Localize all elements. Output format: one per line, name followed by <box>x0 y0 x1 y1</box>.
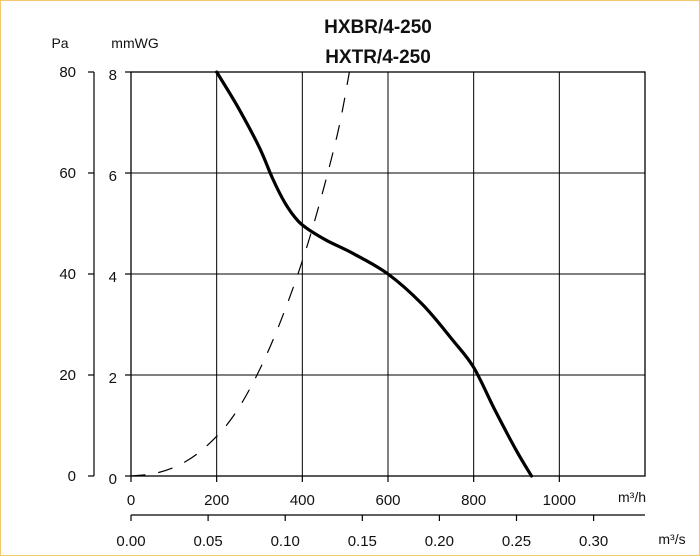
x-secondary-tick-label: 0.05 <box>193 533 222 550</box>
chart-title-line-2: HXTR/4-250 <box>325 47 431 68</box>
left-axis-tick-label: 0 <box>68 468 76 485</box>
x-secondary-tick-label: 0.00 <box>116 533 145 550</box>
inner-axis-tick-label: 4 <box>109 269 117 286</box>
x-primary-unit: m³/h <box>618 489 646 505</box>
inner-axis-unit: mmWG <box>111 35 158 51</box>
x-secondary-tick-label: 0.30 <box>579 533 608 550</box>
inner-axis-tick-label: 8 <box>109 67 117 84</box>
left-axis-tick-label: 60 <box>59 165 76 182</box>
x-secondary-tick-label: 0.25 <box>502 533 531 550</box>
x-secondary-tick-label: 0.20 <box>425 533 454 550</box>
left-axis-tick-label: 20 <box>59 367 76 384</box>
fan-curve-solid <box>215 70 534 478</box>
x-primary-tick-label: 1000 <box>543 492 576 509</box>
series-layer <box>130 70 534 478</box>
x-primary-tick-label: 0 <box>127 492 135 509</box>
left-axis-unit: Pa <box>51 35 68 51</box>
system-curve-dashed <box>130 71 350 477</box>
inner-axis-tick-label: 0 <box>109 471 117 488</box>
x-secondary-tick-label: 0.10 <box>271 533 300 550</box>
inner-axis-tick-label: 6 <box>109 168 117 185</box>
x-primary-tick-label: 200 <box>204 492 229 509</box>
chart-title-line-1: HXBR/4-250 <box>324 17 432 38</box>
x-secondary-tick-label: 0.15 <box>348 533 377 550</box>
inner-axis-tick-label: 2 <box>109 370 117 387</box>
x-secondary-unit: m³/s <box>658 531 685 547</box>
x-primary-tick-label: 600 <box>375 492 400 509</box>
x-primary-tick-label: 800 <box>461 492 486 509</box>
left-axis-tick-label: 40 <box>59 266 76 283</box>
x-primary-tick-label: 400 <box>290 492 315 509</box>
left-axis-tick-label: 80 <box>59 64 76 81</box>
